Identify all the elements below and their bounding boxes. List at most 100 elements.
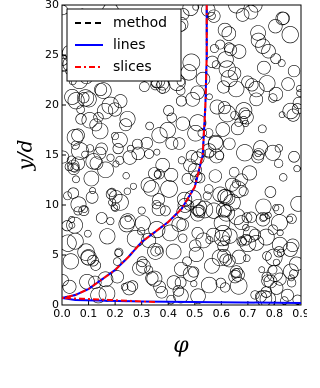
particle <box>91 122 109 140</box>
particle <box>289 269 298 278</box>
particle <box>110 202 120 212</box>
particle <box>81 150 89 159</box>
particle <box>165 243 182 260</box>
particle <box>190 206 205 222</box>
particle <box>173 137 186 150</box>
particle <box>75 113 87 125</box>
particle <box>151 127 168 144</box>
particle <box>132 138 143 150</box>
particle <box>97 103 114 120</box>
particle <box>223 42 235 53</box>
particle <box>95 212 108 224</box>
particle <box>213 214 231 232</box>
particle <box>236 144 254 162</box>
particle <box>144 149 154 159</box>
particle <box>277 11 290 25</box>
particle <box>220 69 238 87</box>
particle <box>185 150 198 163</box>
particle <box>282 102 299 120</box>
particle <box>190 85 205 100</box>
y-tick-label: 0 <box>52 298 59 311</box>
particle <box>214 224 232 242</box>
particle <box>85 144 95 153</box>
particle <box>106 217 115 226</box>
y-tick-label: 10 <box>45 198 59 211</box>
particle <box>72 175 80 184</box>
particle <box>67 159 80 172</box>
particle <box>66 129 84 146</box>
particle <box>145 121 154 131</box>
particle <box>202 191 212 201</box>
particle <box>257 228 275 246</box>
particle <box>190 288 206 304</box>
particle <box>229 265 243 279</box>
particle <box>67 92 85 110</box>
particle <box>283 263 299 280</box>
particle <box>154 246 163 255</box>
y-tick-label: 25 <box>45 48 59 61</box>
particle <box>249 228 262 241</box>
x-tick-label: 0.3 <box>133 307 151 320</box>
y-tick-label: 20 <box>45 98 59 111</box>
particle <box>272 204 280 212</box>
particle <box>239 235 257 253</box>
particle <box>195 71 211 87</box>
particle <box>180 64 197 81</box>
particle <box>112 160 120 168</box>
particle <box>242 165 257 181</box>
series-line <box>62 5 208 303</box>
particle <box>89 118 103 132</box>
particle <box>296 85 301 92</box>
particle <box>153 170 162 179</box>
particle <box>255 212 271 227</box>
particle <box>107 102 122 117</box>
particle <box>80 250 96 266</box>
particle <box>209 148 224 164</box>
particle <box>220 282 231 293</box>
particle <box>206 93 213 101</box>
particle <box>97 161 114 179</box>
particle <box>99 228 116 245</box>
particle <box>112 132 128 148</box>
particle <box>81 112 98 129</box>
x-tick-label: 0.4 <box>159 307 177 320</box>
particle <box>161 224 179 242</box>
particle <box>217 248 231 263</box>
particle <box>132 261 147 276</box>
particle <box>182 5 199 16</box>
particle <box>253 140 269 155</box>
chart: φ y/d 0.0 0.1 0.2 0.3 0.4 0.5 0.6 0.7 0.8 0.9 0 5 10… <box>13 0 310 358</box>
particle <box>271 236 288 253</box>
particle <box>62 274 69 287</box>
particle <box>126 280 139 292</box>
particle <box>152 193 165 206</box>
particle <box>71 156 85 171</box>
particle <box>245 211 257 223</box>
particle <box>250 32 266 48</box>
particle <box>177 156 186 165</box>
particle <box>217 101 231 115</box>
particle <box>105 188 117 200</box>
particle <box>64 162 74 172</box>
particle <box>254 149 262 157</box>
particle <box>119 213 136 230</box>
particle <box>183 158 197 172</box>
particle <box>215 122 231 137</box>
y-axis-label: y/d <box>13 140 37 172</box>
particle <box>93 112 104 123</box>
particle <box>206 227 221 242</box>
particle <box>239 116 248 125</box>
particle <box>78 205 90 216</box>
particle <box>230 110 240 120</box>
particle <box>230 121 245 136</box>
particle <box>248 5 263 13</box>
particle <box>110 270 124 284</box>
particle <box>250 25 266 41</box>
particle <box>238 186 249 197</box>
particle <box>67 162 80 175</box>
particle <box>150 246 161 257</box>
particle <box>281 77 295 91</box>
particle <box>89 156 104 171</box>
particle <box>126 144 135 153</box>
particle <box>159 122 176 139</box>
